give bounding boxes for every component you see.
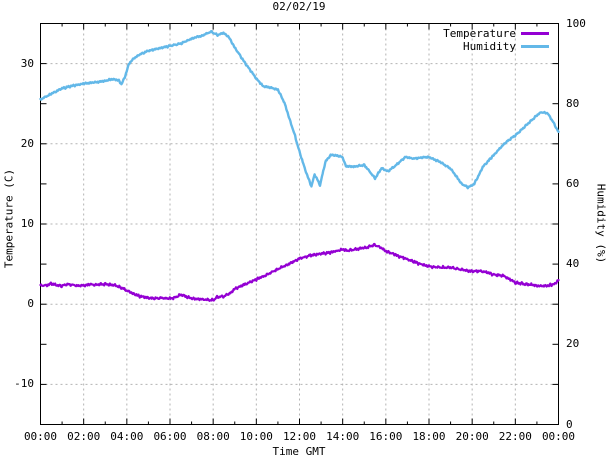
legend-label-temperature: Temperature: [443, 27, 516, 40]
y-tick-label: 10: [20, 217, 34, 230]
y2-tick-label: 80: [566, 96, 580, 110]
series-line-temperature: [39, 242, 560, 302]
legend: Temperature Humidity: [400, 27, 550, 53]
y2-tick-label: 40: [566, 257, 580, 271]
x-tick-label: 08:00: [196, 430, 230, 443]
y2-tick-label: 20: [566, 337, 580, 351]
x-tick-label: 18:00: [412, 430, 446, 443]
legend-row-temperature: Temperature: [400, 27, 550, 40]
x-tick-label: 06:00: [153, 430, 187, 443]
x-tick-label: 10:00: [239, 430, 273, 443]
chart-title: 02/02/19: [272, 0, 326, 13]
x-tick-label: 02:00: [67, 430, 101, 443]
x-tick-label: 16:00: [369, 430, 403, 443]
y2-tick-label: 100: [566, 16, 586, 30]
y-axis-label: Temperature (C): [2, 168, 16, 269]
x-tick-label: 12:00: [282, 430, 317, 443]
y-tick-label: 0: [27, 297, 34, 311]
series-line-humidity: [39, 30, 560, 190]
y-tick-label: 20: [20, 136, 34, 150]
y2-tick-label: 0: [566, 417, 573, 431]
y-tick-label: -10: [14, 377, 34, 391]
y2-tick-label: 60: [566, 176, 580, 190]
y2-axis-label: Humidity (%): [594, 183, 608, 264]
legend-line-sample-temperature: [521, 32, 549, 35]
x-tick-label: 20:00: [455, 430, 489, 443]
x-axis-label: Time GMT: [272, 445, 326, 458]
legend-row-humidity: Humidity: [400, 40, 550, 53]
x-tick-label: 00:00: [23, 430, 58, 443]
x-tick-label: 22:00: [498, 430, 532, 443]
x-tick-label: 14:00: [326, 430, 360, 443]
legend-label-humidity: Humidity: [463, 40, 516, 53]
legend-line-sample-humidity: [521, 45, 549, 48]
x-tick-label: 04:00: [110, 430, 144, 443]
y-tick-label: 30: [20, 56, 34, 70]
x-tick-label: 00:00: [541, 430, 576, 443]
